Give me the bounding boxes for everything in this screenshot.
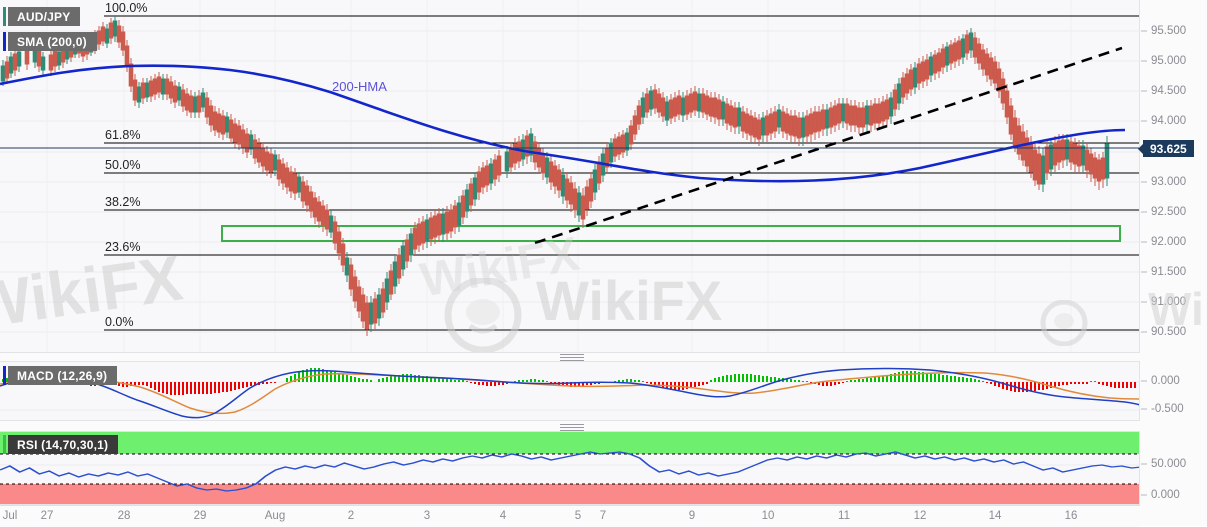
price-tick-label: 94.000 — [1151, 115, 1187, 127]
current-price-badge: 93.625 — [1138, 140, 1194, 157]
price-svg — [0, 0, 1139, 352]
sma-200-line — [0, 64, 1126, 183]
macd-badge-label: MACD (12,26,9) — [17, 368, 108, 383]
rsi-oversold-band — [0, 484, 1139, 504]
date-tick-label: 9 — [688, 510, 696, 522]
macd-tick-label: 0.000 — [1151, 375, 1180, 387]
trendline-dashed — [534, 46, 1123, 245]
macd-signal-line — [0, 371, 1139, 415]
symbol-color-swatch — [3, 7, 6, 26]
date-tick-label: 3 — [423, 510, 431, 522]
sma-color-swatch — [3, 32, 6, 51]
fib-label-618: 61.8% — [105, 128, 141, 142]
macd-axis[interactable]: 0.000 -0.500 — [1140, 361, 1207, 421]
rsi-line — [0, 451, 1139, 492]
date-tick-label: 11 — [838, 510, 850, 522]
support-zone-box — [221, 225, 1121, 242]
date-tick-label: 28 — [117, 510, 131, 522]
symbol-badge[interactable]: AUD/JPY — [3, 7, 81, 26]
rsi-overbought-band — [0, 432, 1139, 454]
rsi-tick-label: 50.000 — [1151, 458, 1187, 470]
date-tick-label: 2 — [347, 510, 355, 522]
rsi-resize-handle[interactable] — [560, 424, 584, 431]
price-tick-label: 90.500 — [1151, 326, 1187, 338]
price-chart-panel[interactable]: 100.0% 61.8% 50.0% 38.2% 23.6% 0.0% 200-… — [0, 0, 1140, 353]
macd-svg — [0, 367, 1139, 419]
rsi-tick-label: 0.000 — [1151, 489, 1180, 501]
date-tick-label: 16 — [1064, 510, 1078, 522]
rsi-panel[interactable]: RSI (14,70,30,1) — [0, 431, 1140, 505]
watermark-logo — [444, 278, 522, 352]
rsi-plot-area[interactable] — [0, 432, 1139, 504]
rsi-axis[interactable]: 50.000 0.000 — [1140, 431, 1207, 505]
date-tick-label: 10 — [761, 510, 775, 522]
macd-panel[interactable]: MACD (12,26,9) — [0, 361, 1140, 421]
price-tick-label: 92.000 — [1151, 236, 1187, 248]
rsi-color-swatch — [3, 435, 6, 454]
rsi-svg — [0, 432, 1139, 504]
price-tick-label: 92.500 — [1151, 206, 1187, 218]
macd-color-swatch — [3, 366, 6, 385]
fib-label-0: 0.0% — [105, 315, 134, 329]
date-axis[interactable]: Jul 27 28 29 Aug 2 3 4 5 7 9 10 11 12 14… — [0, 505, 1140, 527]
watermark-logo — [1040, 300, 1088, 346]
sma-badge-label: SMA (200,0) — [17, 34, 87, 49]
date-tick-label: 14 — [988, 510, 1002, 522]
price-tick-label: 93.000 — [1151, 176, 1187, 188]
price-tick-label: 91.500 — [1151, 266, 1187, 278]
date-tick-label: Jul — [2, 510, 18, 522]
date-tick-label: 4 — [499, 510, 507, 522]
fib-label-236: 23.6% — [105, 240, 141, 254]
fib-label-382: 38.2% — [105, 195, 141, 209]
macd-badge[interactable]: MACD (12,26,9) — [3, 366, 118, 385]
date-tick-label: 29 — [193, 510, 207, 522]
hma-annotation-label: 200-HMA — [332, 79, 387, 94]
date-tick-label: 12 — [913, 510, 927, 522]
macd-resize-handle[interactable] — [560, 354, 584, 361]
date-tick-label: 5 — [574, 510, 582, 522]
price-axis[interactable]: 95.500 95.000 94.500 94.000 93.500 93.00… — [1140, 0, 1207, 353]
macd-plot-area[interactable] — [0, 362, 1139, 420]
price-tick-label: 91.000 — [1151, 296, 1187, 308]
macd-tick-label: -0.500 — [1151, 403, 1184, 415]
rsi-badge-label: RSI (14,70,30,1) — [17, 437, 109, 452]
macd-line — [0, 367, 1139, 419]
price-tick-label: 95.000 — [1151, 55, 1187, 67]
date-tick-label: Aug — [264, 510, 286, 522]
current-price-value: 93.625 — [1150, 141, 1187, 156]
date-tick-label: 27 — [40, 510, 54, 522]
candlestick-series — [0, 16, 1110, 336]
gridlines-vertical — [46, 0, 1072, 352]
price-plot-area[interactable] — [0, 0, 1139, 352]
fib-label-500: 50.0% — [105, 158, 141, 172]
gridlines-horizontal — [0, 30, 1139, 333]
price-tick-label: 95.500 — [1151, 25, 1187, 37]
sma-badge[interactable]: SMA (200,0) — [3, 32, 97, 51]
rsi-badge[interactable]: RSI (14,70,30,1) — [3, 435, 119, 454]
price-tick-label: 94.500 — [1151, 85, 1187, 97]
date-tick-label: 7 — [599, 510, 607, 522]
symbol-badge-label: AUD/JPY — [17, 9, 71, 24]
fib-label-100: 100.0% — [105, 1, 148, 15]
